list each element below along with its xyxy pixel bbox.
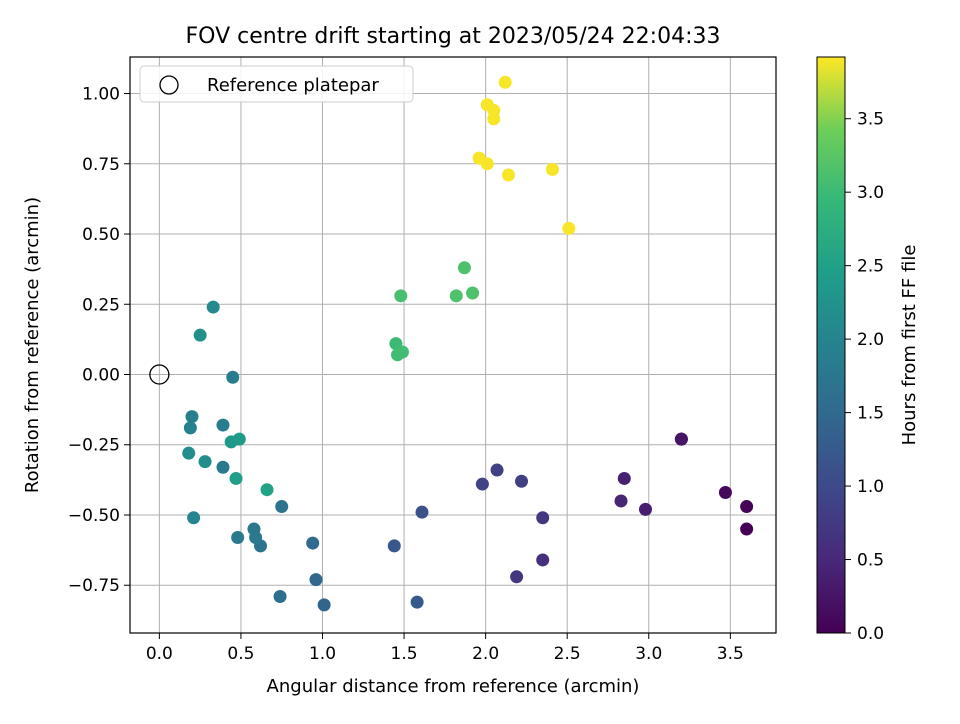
grid-lines	[130, 57, 776, 633]
data-point	[273, 589, 287, 603]
legend: Reference platepar	[139, 65, 414, 103]
colorbar-tick-label: 2.5	[857, 257, 884, 277]
data-point	[490, 463, 504, 477]
data-point	[193, 328, 207, 342]
y-tick-label: 1.00	[82, 85, 120, 105]
colorbar-tick-label: 3.0	[857, 183, 884, 203]
x-axis-ticks: 0.0 0.5 1.0 1.5 2.0 2.5 3.0 3.5	[146, 633, 744, 664]
y-tick-label: −0.50	[68, 506, 120, 526]
data-point	[185, 410, 199, 424]
data-point	[232, 432, 246, 446]
y-tick-label: 0.50	[82, 225, 120, 245]
y-tick-label: −0.75	[68, 576, 120, 596]
data-point	[206, 300, 220, 314]
data-point	[449, 289, 463, 303]
x-tick-label: 0.5	[227, 644, 254, 664]
colorbar-tick-label: 0.5	[857, 551, 884, 571]
data-point	[394, 289, 408, 303]
data-point	[740, 500, 754, 514]
data-point	[510, 570, 524, 584]
data-point	[187, 511, 201, 525]
data-point	[466, 286, 480, 300]
colorbar-tick-label: 0.0	[857, 624, 884, 644]
y-tick-label: 0.25	[82, 295, 120, 315]
data-point	[387, 539, 401, 553]
x-tick-label: 3.0	[635, 644, 662, 664]
x-tick-label: 3.5	[717, 644, 744, 664]
data-point	[617, 471, 631, 485]
reference-point	[149, 364, 170, 385]
legend-marker-icon	[159, 75, 179, 95]
data-point	[457, 261, 471, 275]
y-tick-label: 0.00	[82, 366, 120, 386]
x-tick-label: 1.5	[391, 644, 418, 664]
legend-entry-reference: Reference platepar	[207, 75, 379, 96]
data-point	[546, 162, 560, 176]
colorbar-tick-label: 1.5	[857, 404, 884, 424]
y-tick-label: 0.75	[82, 155, 120, 175]
data-point	[515, 474, 529, 488]
data-point	[480, 98, 494, 112]
data-point	[740, 522, 754, 536]
data-point	[501, 168, 515, 182]
data-point	[536, 511, 550, 525]
data-point	[472, 151, 486, 165]
colorbar-tick-label: 2.0	[857, 330, 884, 350]
data-point	[183, 421, 197, 435]
colorbar-label: Hours from first FF file	[899, 245, 920, 446]
data-point	[638, 502, 652, 516]
data-point	[718, 486, 732, 500]
data-point	[410, 595, 424, 609]
data-points	[149, 75, 754, 612]
data-point	[216, 460, 230, 474]
plot-frame	[129, 56, 777, 634]
x-tick-label: 2.5	[554, 644, 581, 664]
colorbar-tick-label: 3.5	[857, 110, 884, 130]
data-point	[614, 494, 628, 508]
data-point	[275, 500, 289, 514]
data-point	[226, 370, 240, 384]
data-point	[216, 418, 230, 432]
x-axis-label: Angular distance from reference (arcmin)	[267, 676, 640, 697]
y-axis-ticks: −0.75 −0.50 −0.25 0.00 0.25 0.50 0.75 1.00	[68, 85, 130, 596]
data-point	[198, 455, 212, 469]
colorbar-tick-label: 1.0	[857, 477, 884, 497]
data-point	[475, 477, 489, 491]
data-point	[498, 75, 512, 89]
x-tick-label: 1.0	[309, 644, 336, 664]
data-point	[562, 221, 576, 235]
data-point	[306, 536, 320, 550]
data-point	[249, 530, 263, 544]
x-tick-label: 0.0	[146, 644, 173, 664]
colorbar-ticks: 0.0 0.5 1.0 1.5 2.0 2.5 3.0 3.5	[845, 110, 884, 644]
y-tick-label: −0.25	[68, 436, 120, 456]
colorbar	[816, 56, 846, 634]
legend-box	[139, 65, 414, 103]
data-point	[317, 598, 331, 612]
chart-title: FOV centre drift starting at 2023/05/24 …	[186, 24, 721, 49]
data-point	[229, 471, 243, 485]
x-tick-label: 2.0	[472, 644, 499, 664]
data-point	[674, 432, 688, 446]
data-point	[260, 483, 274, 497]
y-axis-label: Rotation from reference (arcmin)	[22, 197, 43, 493]
data-point	[309, 573, 323, 587]
data-point	[395, 345, 409, 359]
data-point	[536, 553, 550, 567]
data-point	[182, 446, 196, 460]
data-point	[415, 505, 429, 519]
data-point	[231, 530, 245, 544]
